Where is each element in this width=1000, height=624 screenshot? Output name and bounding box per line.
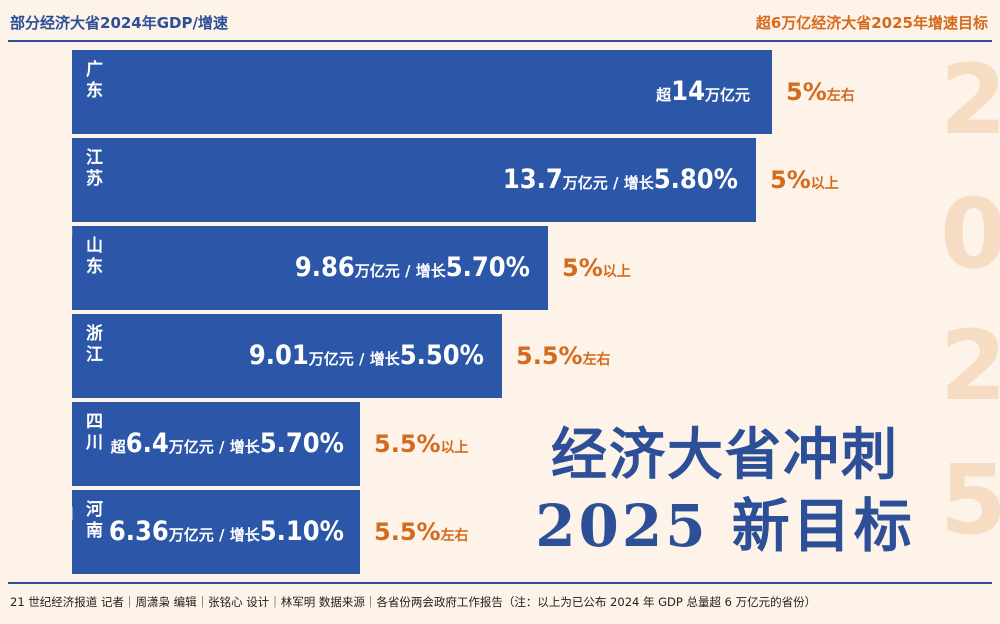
gdp-bar: 四川 超6.4万亿元 / 增长5.70% (72, 402, 360, 486)
target-label: 5.5%左右 (374, 518, 469, 546)
gdp-value-label: 9.01万亿元 / 增长5.50% (249, 340, 484, 371)
right-title: 超6万亿经济大省2025年增速目标 (755, 14, 988, 32)
bar-row-0: 广东 超14万亿元 5%左右 (0, 50, 1000, 134)
target-label: 5%左右 (786, 78, 855, 106)
target-text: 左右 (826, 88, 855, 104)
target-text: 左右 (440, 528, 469, 544)
top-divider (8, 40, 992, 42)
bar-row-3: 浙江 9.01万亿元 / 增长5.50% 5.5%左右 (0, 314, 1000, 398)
target-label: 5.5%左右 (516, 342, 611, 370)
gdp-bar: 浙江 9.01万亿元 / 增长5.50% (72, 314, 502, 398)
gdp-bar: 河南 6.36万亿元 / 增长5.10% (72, 490, 360, 574)
province-label: 山东 (82, 236, 102, 278)
value-number: 5.50% (399, 340, 484, 371)
value-number: 5.10% (259, 516, 344, 547)
value-number: 9.01 (248, 340, 309, 371)
year-digit: 5 (940, 444, 1000, 556)
value-text: 万亿元 / (562, 174, 624, 192)
value-number: 5.80% (653, 164, 738, 195)
year-digit: 0 (10, 178, 77, 290)
target-number: 5.5% (516, 342, 583, 370)
value-text: 万亿元 / (168, 526, 230, 544)
value-number: 13.7 (502, 164, 563, 195)
target-number: 5.5% (374, 430, 441, 458)
value-number: 9.86 (294, 252, 355, 283)
gdp-value-label: 6.36万亿元 / 增长5.10% (109, 516, 344, 547)
value-number: 5.70% (259, 428, 344, 459)
value-text: 万亿元 / (168, 438, 230, 456)
gdp-value-label: 9.86万亿元 / 增长5.70% (295, 252, 530, 283)
gdp-value-label: 超6.4万亿元 / 增长5.70% (111, 428, 344, 459)
value-text: 万亿元 / (354, 262, 416, 280)
year-digit: 2 (10, 310, 77, 422)
target-text: 以上 (810, 176, 839, 192)
gdp-bar: 广东 超14万亿元 (72, 50, 772, 134)
bar-row-2: 山东 9.86万亿元 / 增长5.70% 5%以上 (0, 226, 1000, 310)
year-digit: 0 (940, 178, 1000, 290)
province-label: 广东 (82, 60, 102, 102)
bottom-divider (8, 582, 992, 584)
gdp-bar: 山东 9.86万亿元 / 增长5.70% (72, 226, 548, 310)
gdp-value-label: 13.7万亿元 / 增长5.80% (503, 164, 738, 195)
province-label: 四川 (82, 412, 102, 454)
target-label: 5%以上 (562, 254, 631, 282)
target-text: 以上 (440, 440, 469, 456)
value-number: 14 (671, 76, 705, 107)
year-digit: 2 (10, 44, 77, 156)
year-digit: 2 (940, 310, 1000, 422)
value-number: 6.36 (108, 516, 169, 547)
target-label: 5%以上 (770, 166, 839, 194)
value-text: 万亿元 / (308, 350, 370, 368)
headline-line2: 2025 新目标 (535, 492, 915, 560)
target-label: 5.5%以上 (374, 430, 469, 458)
year-digit: 2 (940, 44, 1000, 156)
gdp-value-label: 超14万亿元 (656, 76, 750, 107)
bar-row-1: 江苏 13.7万亿元 / 增长5.80% 5%以上 (0, 138, 1000, 222)
target-number: 5.5% (374, 518, 441, 546)
target-number: 5% (770, 166, 811, 194)
value-number: 6.4 (125, 428, 169, 459)
headline: 经济大省冲刺 2025 新目标 (505, 420, 945, 562)
bar-row-5: 河南 6.36万亿元 / 增长5.10% 5.5%左右 (0, 490, 1000, 574)
province-label: 江苏 (82, 148, 102, 190)
value-number: 5.70% (445, 252, 530, 283)
province-label: 河南 (82, 500, 102, 542)
target-number: 5% (786, 78, 827, 106)
target-text: 以上 (602, 264, 631, 280)
bar-row-4: 四川 超6.4万亿元 / 增长5.70% 5.5%以上 (0, 402, 1000, 486)
target-number: 5% (562, 254, 603, 282)
value-text: 超 (110, 438, 126, 456)
value-text: 增长 (415, 262, 446, 280)
province-label: 浙江 (82, 324, 102, 366)
value-text: 增长 (369, 350, 400, 368)
footer-credit: 21 世纪经济报道 记者｜周潇枭 编辑｜张铭心 设计｜林军明 数据来源｜各省份两… (10, 595, 817, 609)
headline-line1: 经济大省冲刺 (551, 422, 899, 488)
value-text: 超 (656, 86, 672, 104)
year-digit: 4 (10, 444, 77, 556)
target-text: 左右 (582, 352, 611, 368)
value-text: 增长 (229, 438, 260, 456)
gdp-bar: 江苏 13.7万亿元 / 增长5.80% (72, 138, 756, 222)
value-text: 万亿元 (704, 86, 750, 104)
value-text: 增长 (623, 174, 654, 192)
left-title: 部分经济大省2024年GDP/增速 (10, 14, 228, 32)
value-text: 增长 (229, 526, 260, 544)
